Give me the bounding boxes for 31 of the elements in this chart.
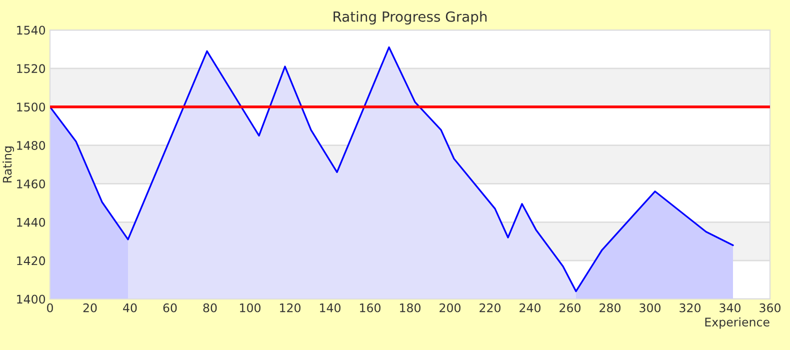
y-axis-title: Rating — [2, 146, 14, 182]
chart-title: Rating Progress Graph — [334, 11, 487, 25]
x-tick-label: 0 — [47, 303, 53, 312]
x-tick-label: 160 — [360, 303, 380, 312]
x-tick-label: 20 — [83, 303, 97, 312]
y-tick-label: 1540 — [17, 26, 46, 35]
x-tick-label: 120 — [280, 303, 300, 312]
x-tick-label: 180 — [400, 303, 420, 312]
line-series — [50, 46, 734, 292]
y-tick-label: 1520 — [17, 64, 46, 74]
x-tick-label: 240 — [520, 303, 540, 312]
y-tick-label: 1480 — [17, 141, 46, 150]
x-tick-label: 140 — [320, 303, 340, 312]
x-tick-label: 320 — [680, 303, 700, 312]
x-tick-label: 340 — [720, 303, 740, 312]
x-tick-label: 280 — [600, 303, 620, 312]
y-tick-label: 1500 — [17, 102, 46, 112]
x-tick-label: 220 — [480, 303, 500, 312]
x-tick-label: 40 — [123, 303, 137, 312]
x-tick-label: 80 — [203, 303, 217, 312]
y-tick-label: 1420 — [17, 256, 46, 266]
x-tick-label: 260 — [560, 303, 580, 312]
x-axis-title: Experience — [705, 317, 770, 329]
x-tick-label: 360 — [760, 303, 780, 312]
y-tick-label: 1460 — [17, 179, 46, 188]
x-tick-label: 200 — [440, 303, 460, 312]
x-tick-label: 100 — [240, 303, 260, 312]
x-tick-label: 60 — [163, 303, 177, 312]
x-tick-label: 300 — [640, 303, 660, 312]
y-tick-label: 1440 — [17, 218, 46, 227]
y-tick-label: 1400 — [17, 294, 46, 304]
